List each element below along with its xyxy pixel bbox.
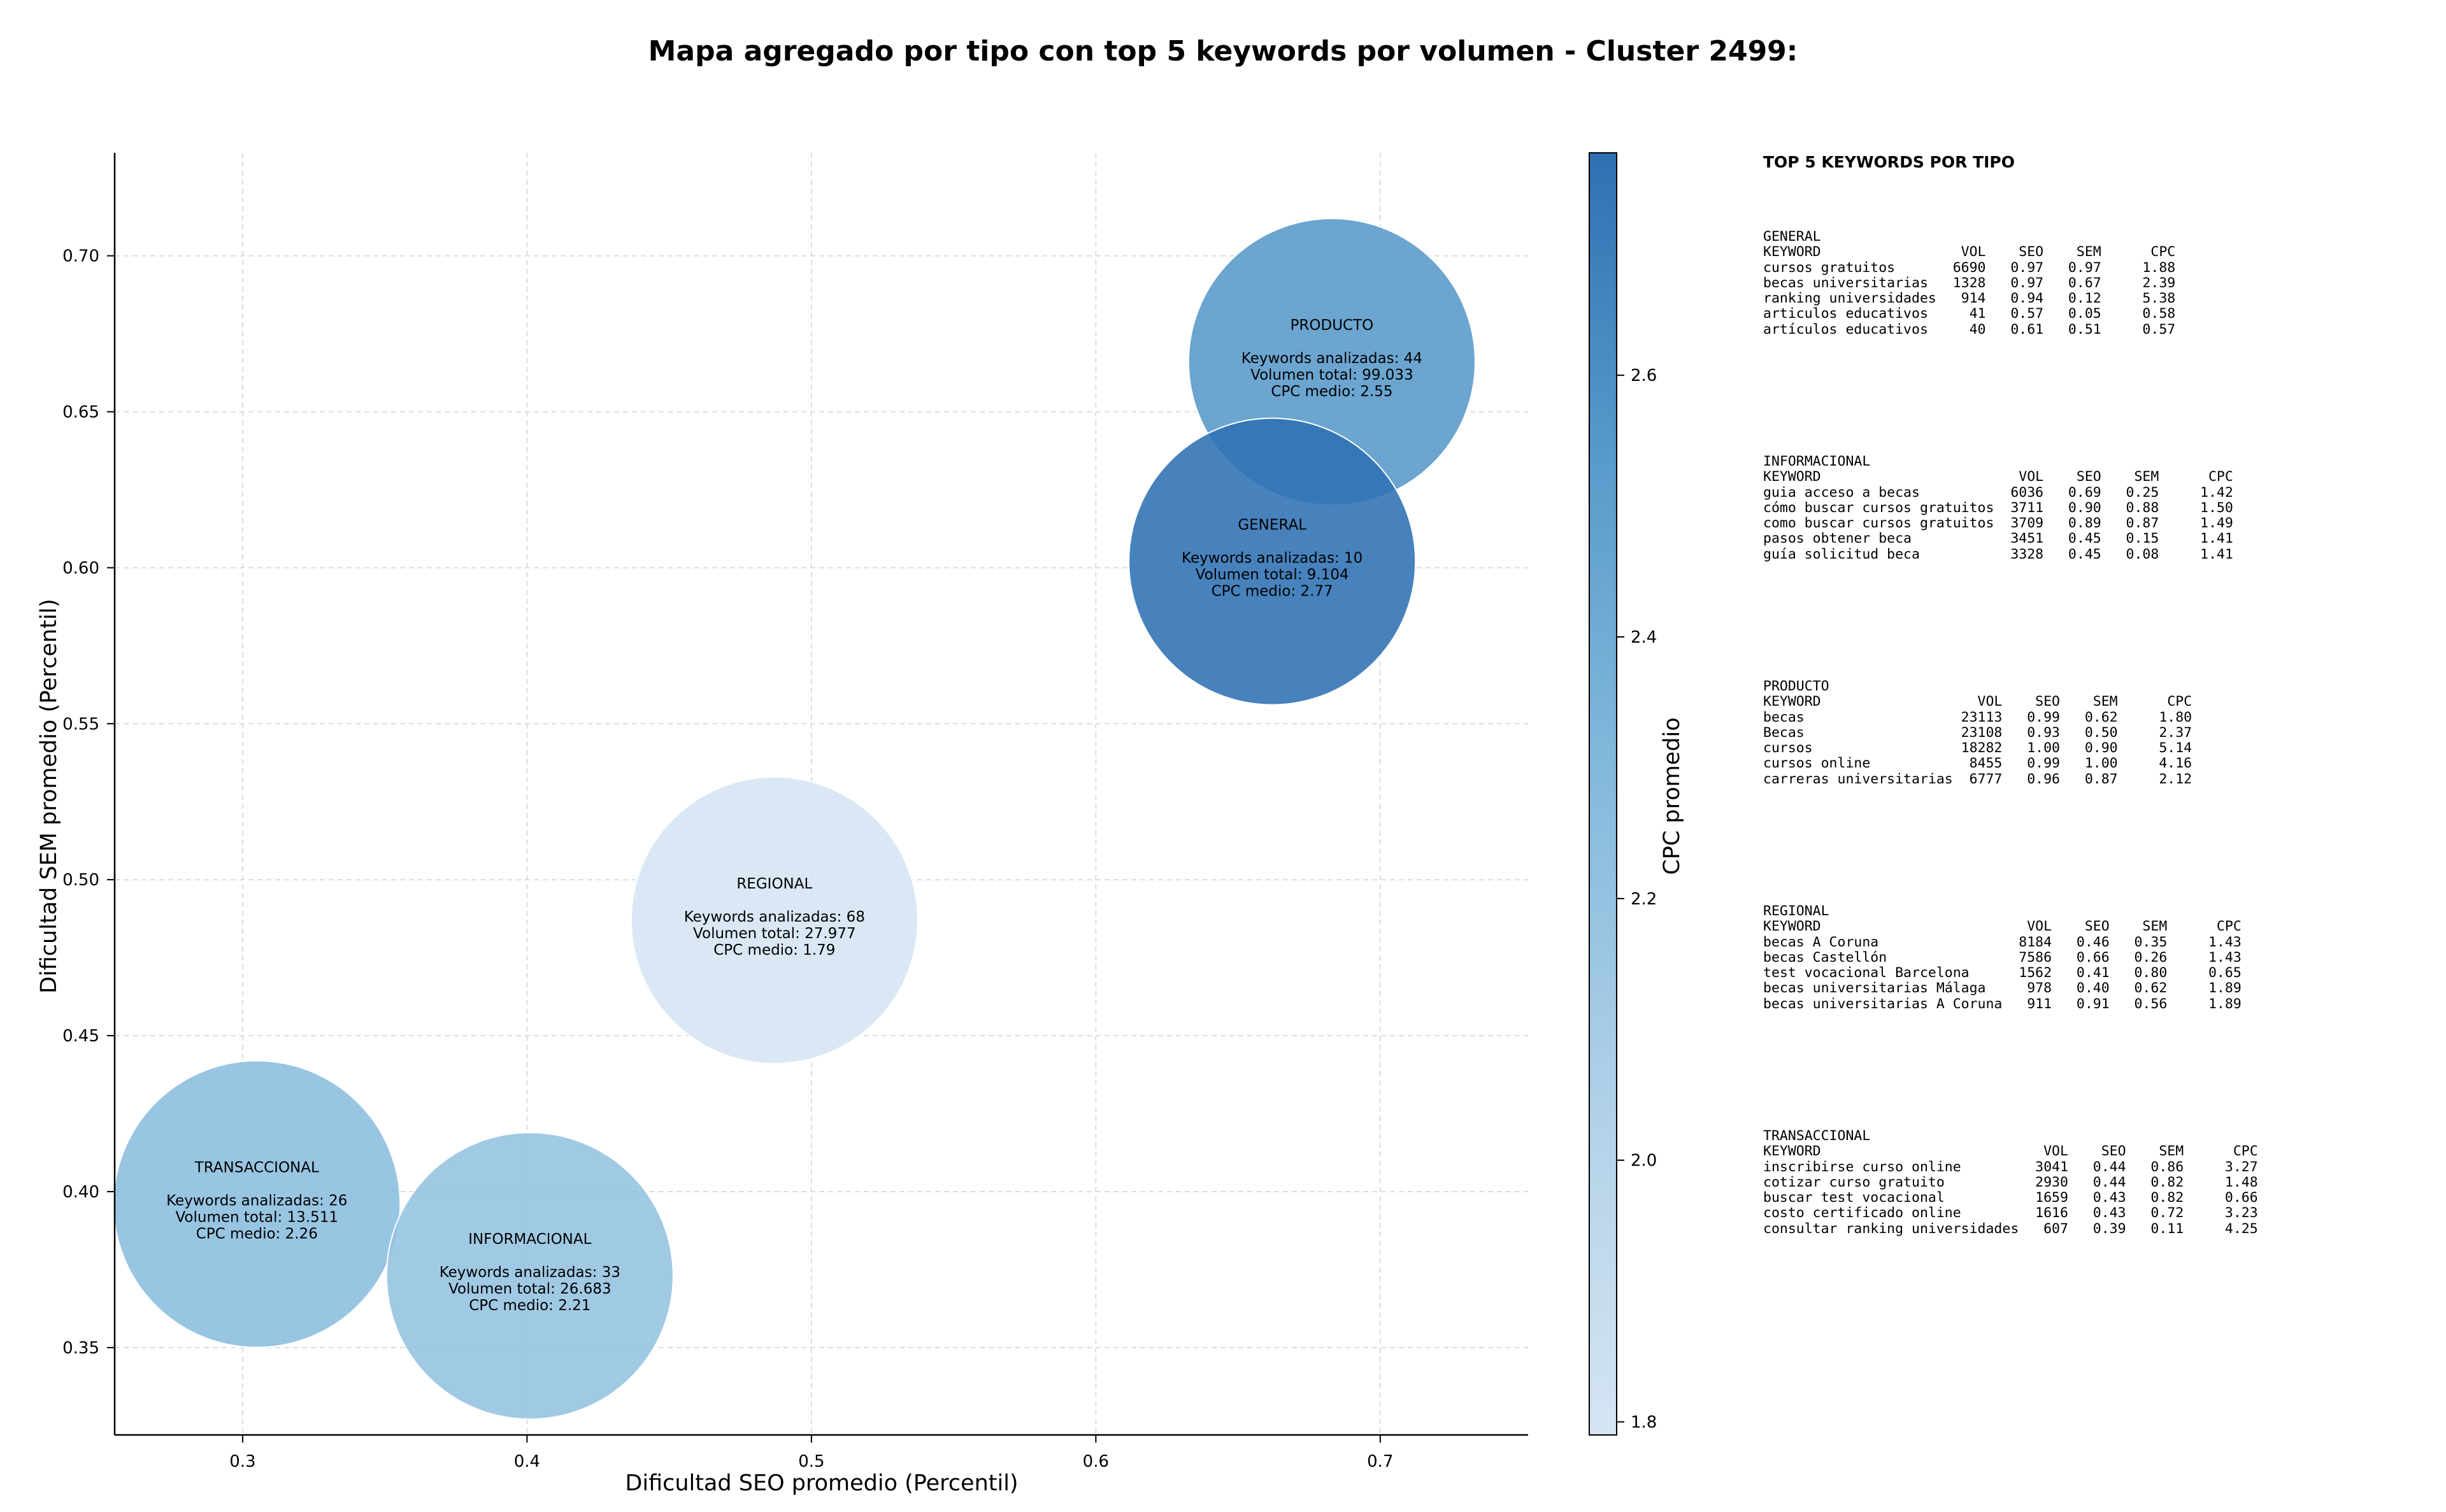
colorbar-ticks: 1.8 2.0 2.2 2.4 2.6 xyxy=(1617,366,1657,1432)
table-transaccional-text: TRANSACCIONAL KEYWORD VOL SEO SEM CPC in… xyxy=(1763,1128,2258,1237)
table-regional-text: REGIONAL KEYWORD VOL SEO SEM CPC becas A… xyxy=(1763,903,2242,1012)
colorbar-tick-label: 2.0 xyxy=(1631,1152,1657,1171)
bubble-detail: CPC medio: 2.77 xyxy=(1212,583,1333,600)
bubble-detail: Volumen total: 27.977 xyxy=(693,925,856,942)
colorbar-tick-label: 2.6 xyxy=(1631,366,1657,385)
top5-title: TOP 5 KEYWORDS POR TIPO xyxy=(1763,153,2015,171)
bubble-detail: Keywords analizadas: 33 xyxy=(440,1264,620,1281)
x-ticks: 0.3 0.4 0.5 0.6 0.7 xyxy=(229,1435,1394,1471)
colorbar-label: CPC promedio xyxy=(1659,717,1685,874)
bubble-detail: Keywords analizadas: 10 xyxy=(1182,550,1362,567)
x-tick-label: 0.3 xyxy=(229,1452,255,1471)
table-producto-text: PRODUCTO KEYWORD VOL SEO SEM CPC becas 2… xyxy=(1763,678,2192,787)
table-informacional-text: INFORMACIONAL KEYWORD VOL SEO SEM CPC gu… xyxy=(1763,453,2233,562)
table-informacional: INFORMACIONAL KEYWORD VOL SEO SEM CPC gu… xyxy=(1763,453,2233,562)
y-tick-label: 0.55 xyxy=(62,715,99,734)
bubble-label: PRODUCTO xyxy=(1291,317,1374,334)
bubble-detail: CPC medio: 1.79 xyxy=(713,942,835,959)
x-tick-label: 0.4 xyxy=(514,1452,540,1471)
bubble-informacional: INFORMACIONAL Keywords analizadas: 33Volu… xyxy=(385,1132,674,1420)
colorbar-tick-label: 2.2 xyxy=(1631,890,1657,909)
table-regional: REGIONAL KEYWORD VOL SEO SEM CPC becas A… xyxy=(1763,903,2242,1012)
bubble-detail: Volumen total: 99.033 xyxy=(1250,367,1413,383)
x-tick-label: 0.5 xyxy=(798,1452,824,1471)
x-tick-label: 0.7 xyxy=(1367,1452,1393,1471)
bubble-detail: Volumen total: 9.104 xyxy=(1196,567,1349,583)
bubble-detail: Keywords analizadas: 26 xyxy=(166,1193,347,1209)
bubble-transaccional: TRANSACCIONAL Keywords analizadas: 26Volu… xyxy=(113,1060,401,1348)
y-axis-label: Dificultad SEM promedio (Percentil) xyxy=(36,599,62,994)
bubble-detail: CPC medio: 2.55 xyxy=(1271,383,1392,400)
colorbar-tick-label: 2.4 xyxy=(1631,628,1657,647)
bubble-label: TRANSACCIONAL xyxy=(194,1160,319,1176)
y-tick-label: 0.40 xyxy=(62,1183,99,1202)
y-tick-label: 0.45 xyxy=(62,1027,99,1046)
bubble-label: REGIONAL xyxy=(736,876,812,892)
bubble-circle xyxy=(630,776,919,1064)
chart-title: Mapa agregado por tipo con top 5 keyword… xyxy=(648,35,1798,68)
bubble-circle xyxy=(113,1060,401,1348)
bubble-detail: CPC medio: 2.26 xyxy=(196,1226,318,1243)
bubble-detail: Volumen total: 26.683 xyxy=(448,1281,612,1297)
x-tick-label: 0.6 xyxy=(1083,1452,1109,1471)
table-producto: PRODUCTO KEYWORD VOL SEO SEM CPC becas 2… xyxy=(1763,678,2192,787)
bubble-circle xyxy=(385,1132,674,1420)
y-ticks: 0.35 0.40 0.45 0.50 0.55 0.60 0.65 0.70 xyxy=(62,247,115,1358)
y-tick-label: 0.35 xyxy=(62,1339,99,1358)
bubble-detail: Volumen total: 13.511 xyxy=(175,1209,338,1226)
table-transaccional: TRANSACCIONAL KEYWORD VOL SEO SEM CPC in… xyxy=(1763,1128,2258,1237)
colorbar xyxy=(1589,152,1617,1436)
top5-panel: TOP 5 KEYWORDS POR TIPO GENERAL KEYWORD … xyxy=(1763,153,2400,1236)
table-general-text: GENERAL KEYWORD VOL SEO SEM CPC cursos g… xyxy=(1763,229,2176,338)
y-tick-label: 0.60 xyxy=(62,559,99,578)
bubble-detail: Keywords analizadas: 44 xyxy=(1241,350,1422,367)
x-axis-label: Dificultad SEO promedio (Percentil) xyxy=(625,1471,1018,1496)
colorbar-tick-label: 1.8 xyxy=(1631,1413,1657,1432)
bubble-detail: Keywords analizadas: 68 xyxy=(684,909,865,925)
y-tick-label: 0.50 xyxy=(62,871,99,890)
y-tick-label: 0.70 xyxy=(62,247,99,266)
bubble-label: INFORMACIONAL xyxy=(468,1231,591,1248)
bubble-circle xyxy=(1128,417,1417,706)
table-general: GENERAL KEYWORD VOL SEO SEM CPC cursos g… xyxy=(1763,229,2175,338)
bubble-detail: CPC medio: 2.21 xyxy=(469,1297,590,1314)
bubble-label: GENERAL xyxy=(1238,517,1306,534)
y-tick-label: 0.65 xyxy=(62,403,99,422)
